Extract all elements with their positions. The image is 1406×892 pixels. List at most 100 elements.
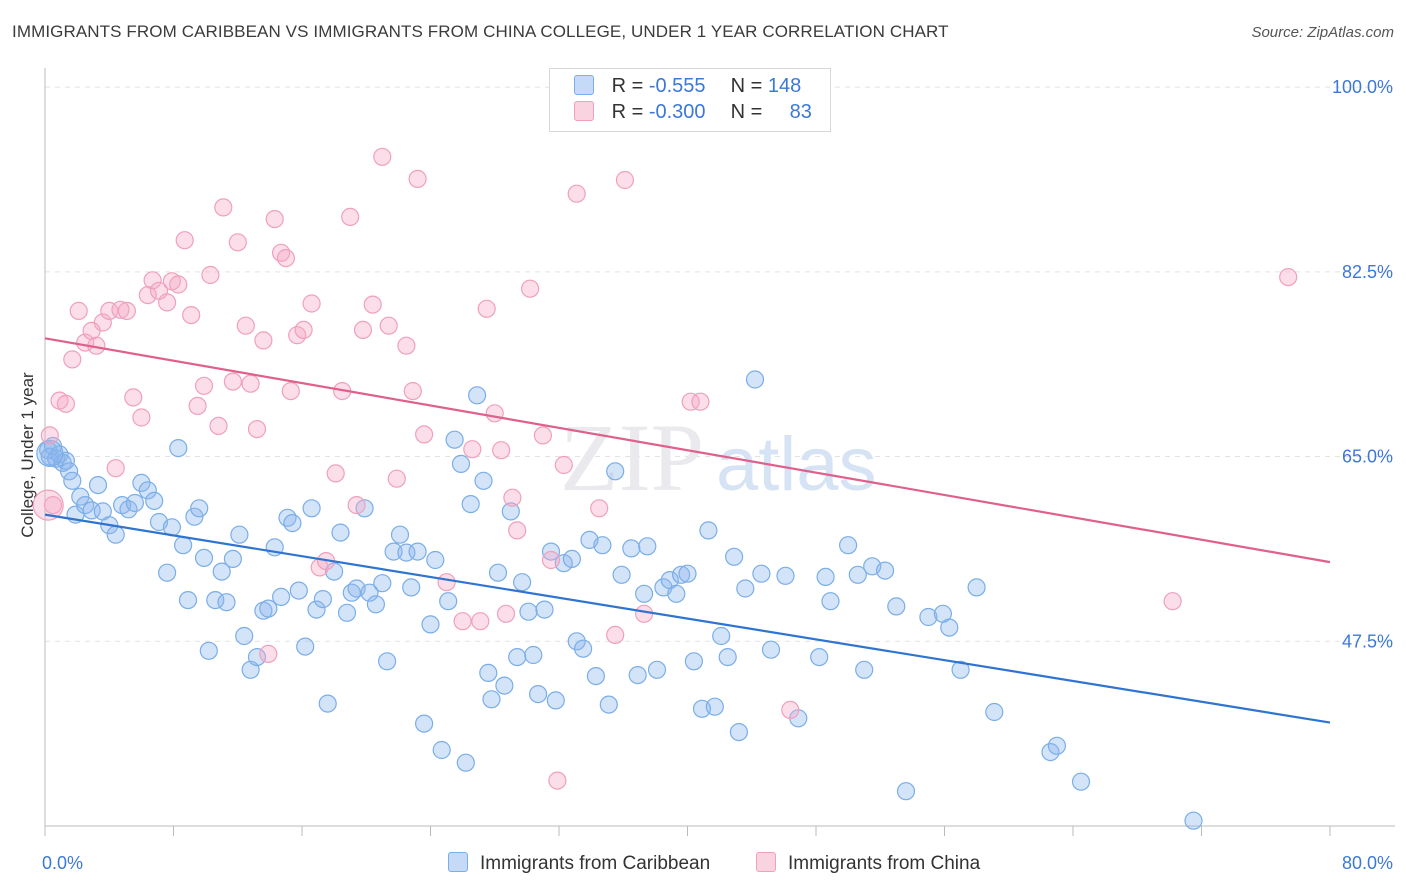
legend-n-value: 148 bbox=[767, 75, 802, 97]
caribbean-point bbox=[318, 694, 337, 713]
china-point bbox=[373, 147, 392, 166]
china-points bbox=[32, 147, 1298, 790]
china-point bbox=[503, 488, 522, 507]
china-point bbox=[781, 700, 800, 720]
china-point bbox=[188, 396, 207, 415]
x-tick-label: 0.0% bbox=[42, 853, 83, 873]
caribbean-point bbox=[415, 714, 434, 733]
caribbean-point bbox=[206, 590, 225, 610]
caribbean-point bbox=[432, 740, 451, 760]
watermark-atlas: atlas bbox=[716, 422, 877, 507]
legend-r-value: -0.300 bbox=[648, 101, 706, 123]
caribbean-point bbox=[56, 451, 76, 470]
caribbean-point bbox=[106, 525, 125, 544]
china-point bbox=[363, 295, 382, 314]
caribbean-point bbox=[63, 471, 82, 490]
china-point bbox=[541, 550, 561, 570]
caribbean-point bbox=[593, 536, 612, 555]
caribbean-point bbox=[967, 578, 986, 597]
caribbean-point bbox=[71, 487, 90, 506]
watermark: ZIP atlas bbox=[560, 404, 877, 511]
caribbean-point bbox=[313, 589, 332, 609]
caribbean-point bbox=[495, 676, 514, 695]
china-point bbox=[437, 573, 456, 592]
china-point bbox=[158, 293, 177, 312]
caribbean-point bbox=[235, 626, 254, 646]
caribbean-point bbox=[524, 645, 543, 665]
caribbean-point bbox=[158, 563, 177, 582]
caribbean-point bbox=[373, 574, 392, 593]
caribbean-point bbox=[185, 507, 204, 526]
china-point bbox=[132, 408, 151, 427]
china-point bbox=[56, 394, 76, 413]
china-point bbox=[353, 320, 373, 339]
china-point bbox=[520, 279, 540, 298]
caribbean-point bbox=[138, 481, 157, 500]
caribbean-point bbox=[190, 499, 209, 518]
china-point bbox=[247, 420, 267, 439]
legend-r-value: -0.555 bbox=[648, 75, 706, 97]
caribbean-point bbox=[671, 565, 691, 584]
caribbean-point bbox=[247, 647, 267, 667]
caribbean-point bbox=[289, 581, 308, 600]
china-point bbox=[209, 416, 228, 435]
china-point bbox=[194, 376, 214, 395]
caribbean-point bbox=[296, 637, 315, 656]
china-point bbox=[496, 604, 516, 623]
caribbean-point bbox=[638, 537, 657, 556]
caribbean-point bbox=[482, 690, 501, 709]
caribbean-point bbox=[36, 439, 64, 467]
caribbean-point bbox=[634, 584, 654, 603]
caribbean-point bbox=[174, 536, 193, 555]
y-tick-label: 100.0% bbox=[1332, 77, 1393, 97]
caribbean-point bbox=[512, 573, 532, 592]
china-point bbox=[326, 464, 345, 483]
caribbean-point bbox=[821, 592, 840, 611]
china-point bbox=[69, 301, 88, 320]
china-point bbox=[1163, 592, 1182, 611]
caribbean-point bbox=[426, 550, 445, 570]
trend-lines bbox=[44, 337, 1331, 724]
china-point bbox=[214, 198, 233, 217]
caribbean-point bbox=[439, 592, 458, 611]
caribbean-point bbox=[366, 595, 385, 614]
china-point bbox=[492, 441, 511, 460]
china-point bbox=[615, 170, 635, 190]
caribbean-point bbox=[729, 722, 749, 742]
chart-title: IMMIGRANTS FROM CARIBBEAN VS IMMIGRANTS … bbox=[12, 22, 949, 41]
caribbean-point bbox=[810, 647, 829, 667]
caribbean-point bbox=[508, 647, 527, 667]
caribbean-point bbox=[283, 513, 302, 533]
caribbean-point bbox=[230, 525, 249, 544]
china-point bbox=[379, 316, 398, 335]
china-point bbox=[294, 320, 313, 339]
legend-row-china: R = -0.300 N = 83 bbox=[574, 101, 812, 127]
caribbean-point bbox=[1047, 736, 1067, 755]
legend-n-label: N = bbox=[730, 101, 763, 123]
caribbean-point bbox=[712, 626, 731, 646]
caribbean-point bbox=[535, 600, 554, 619]
legend-r-label: R = bbox=[611, 101, 644, 123]
caribbean-point bbox=[606, 462, 625, 481]
caribbean-point bbox=[488, 563, 508, 582]
caribbean-point bbox=[562, 549, 582, 569]
china-point bbox=[302, 294, 321, 313]
china-point bbox=[272, 243, 291, 262]
caribbean-point bbox=[145, 491, 164, 510]
caribbean-point bbox=[736, 579, 755, 598]
caribbean-point bbox=[337, 603, 357, 622]
watermark-zip: ZIP bbox=[560, 404, 704, 511]
caribbean-point bbox=[599, 695, 618, 714]
caribbean-point bbox=[307, 600, 326, 619]
china-point bbox=[533, 426, 553, 445]
china-swatch-icon bbox=[574, 101, 594, 121]
caribbean-point bbox=[855, 660, 874, 679]
china-point bbox=[508, 521, 527, 540]
caribbean-point bbox=[217, 593, 236, 612]
caribbean-point bbox=[88, 476, 108, 495]
bottom-legend-china: Immigrants from China bbox=[756, 852, 980, 875]
china-point bbox=[634, 604, 654, 623]
caribbean-point bbox=[259, 599, 278, 618]
caribbean-point bbox=[887, 597, 906, 616]
